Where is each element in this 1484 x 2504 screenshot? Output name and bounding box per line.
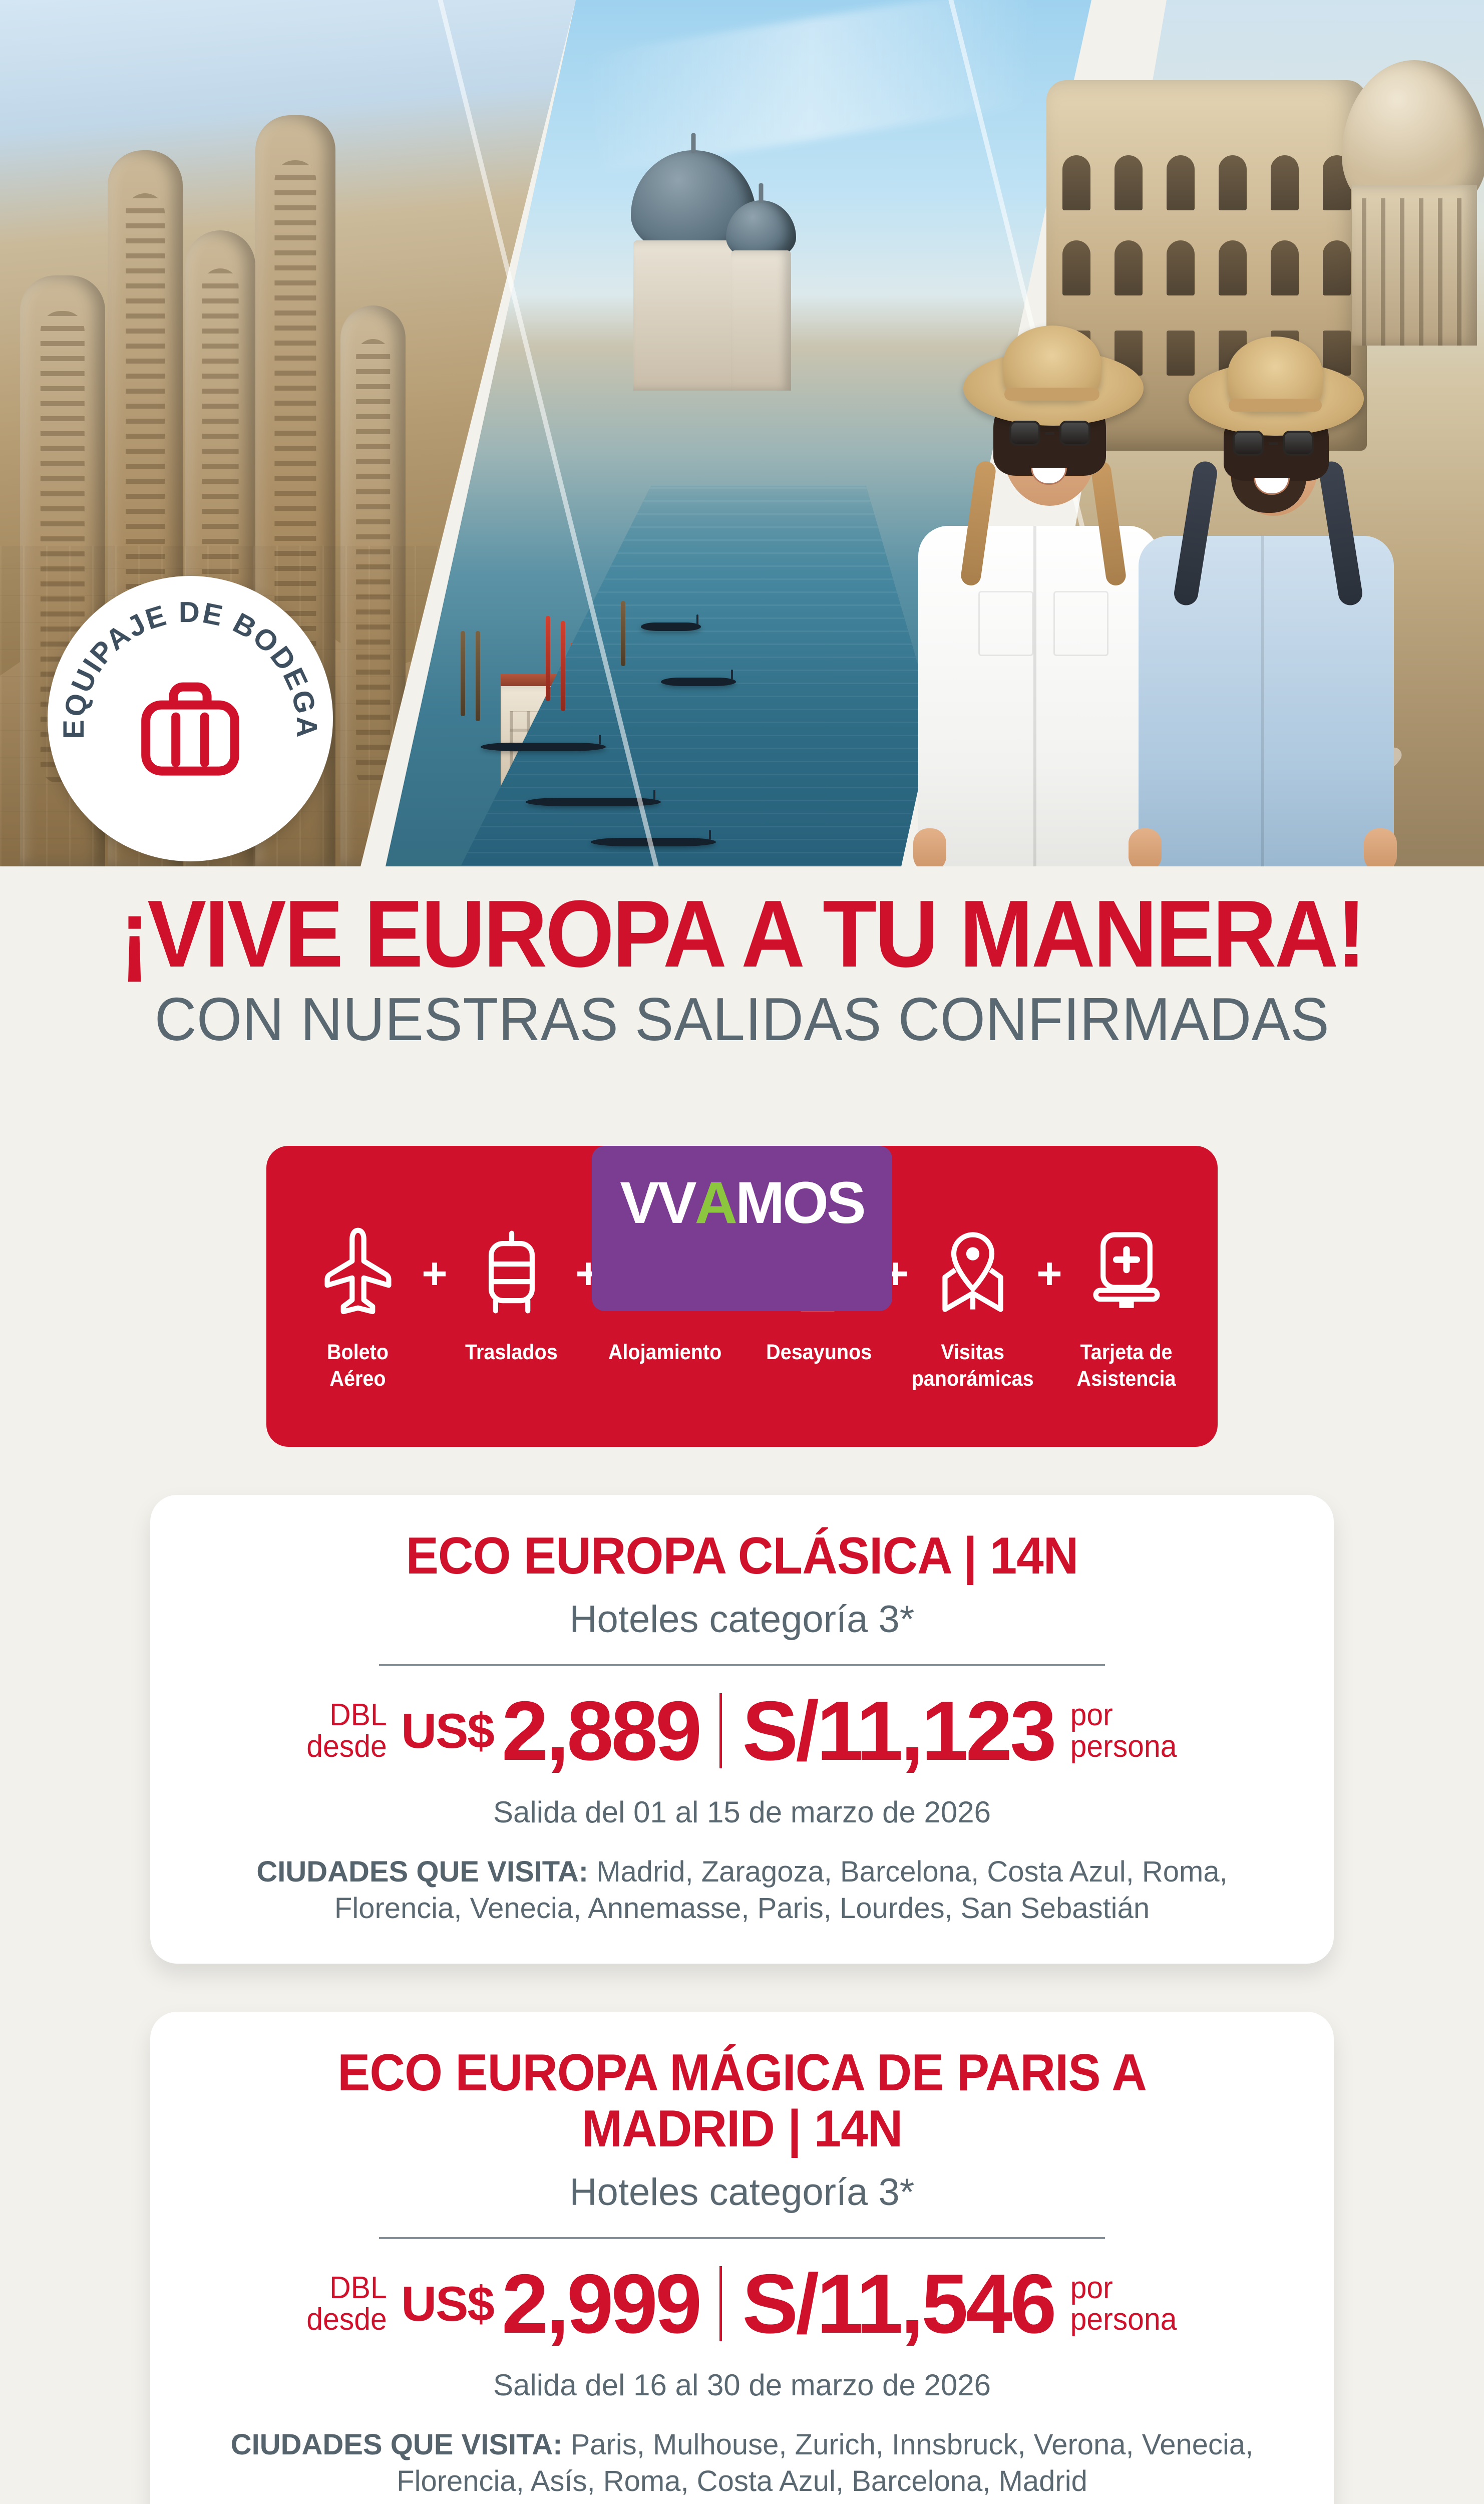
feature-visitas-panoramicas: Visitas panorámicas <box>911 1221 1034 1392</box>
per-label-line2: persona <box>1070 1729 1177 1764</box>
cities-list: Madrid, Zaragoza, Barcelona, Costa Azul,… <box>334 1855 1228 1925</box>
per-label-line1: por <box>1070 1697 1113 1732</box>
wamos-brand-tab: VV A MOS <box>592 1146 892 1312</box>
feature-block-wamos: VV A MOS Boleto Aéreo + Traslados + Aloj… <box>266 1146 1218 1447</box>
cities-label: CIUDADES QUE VISITA: <box>256 1855 589 1888</box>
feature-boleto-aereo: Boleto Aéreo <box>299 1221 417 1392</box>
usd-currency: US$ <box>401 2276 495 2331</box>
package-hotel-category: Hoteles categoría 3* <box>569 2170 915 2214</box>
feature-label: Boleto Aéreo <box>326 1340 389 1391</box>
from-label: desde <box>306 1729 388 1764</box>
hero-banner: EQUIPAJE DE BODEGA <box>0 0 1484 866</box>
occupancy-label: DBL <box>329 2270 388 2305</box>
divider <box>379 2237 1105 2239</box>
suitcase-icon <box>141 682 239 776</box>
badge-arc-svg: EQUIPAJE DE BODEGA <box>58 596 321 739</box>
cities-label: CIUDADES QUE VISITA: <box>230 2428 563 2461</box>
price-row: DBL desde US$ 2,889 S/11,123 por persona <box>205 1683 1279 1778</box>
package-hotel-category: Hoteles categoría 3* <box>569 1598 915 1641</box>
traveler-woman <box>908 285 1169 866</box>
wamos-logo-part-2: A <box>694 1170 737 1236</box>
page-title: ¡VIVE EUROPA A TU MANERA! <box>120 881 1366 987</box>
plus-icon: + <box>422 1248 448 1299</box>
st-peters-basilica <box>1332 60 1484 346</box>
price-separator <box>719 1693 722 1769</box>
cities-list: Paris, Mulhouse, Zurich, Innsbruck, Vero… <box>397 2428 1254 2497</box>
page-subtitle: CON NUESTRAS SALIDAS CONFIRMADAS <box>154 985 1330 1054</box>
usd-currency: US$ <box>401 1703 495 1758</box>
from-label: desde <box>306 2302 388 2337</box>
headline-section: ¡VIVE EUROPA A TU MANERA! CON NUESTRAS S… <box>0 881 1484 1054</box>
usd-price: 2,999 <box>501 2256 702 2351</box>
feature-traslados: Traslados <box>453 1221 570 1365</box>
feature-label: Visitas panorámicas <box>911 1340 1034 1391</box>
wamos-logo-part-3: MOS <box>735 1170 866 1236</box>
per-label-line2: persona <box>1070 2302 1177 2337</box>
pen-price: S/11,546 <box>742 2256 1056 2351</box>
wamos-logo-part-1: VV <box>620 1170 696 1236</box>
departure-dates: Salida del 16 al 30 de marzo de 2026 <box>493 2368 991 2402</box>
traveler-man <box>1129 295 1409 866</box>
assistance-card-icon <box>1089 1221 1164 1326</box>
package-title: ECO EUROPA CLÁSICA | 14N <box>406 1527 1079 1586</box>
bus-icon <box>474 1221 549 1326</box>
occupancy-label: DBL <box>329 1697 388 1732</box>
usd-price: 2,889 <box>501 1683 702 1778</box>
cities-visited: CIUDADES QUE VISITA: Madrid, Zaragoza, B… <box>205 1853 1279 1927</box>
feature-label: Tarjeta de Asistencia <box>1076 1340 1176 1391</box>
cities-visited: CIUDADES QUE VISITA: Paris, Mulhouse, Zu… <box>205 2426 1279 2499</box>
equipaje-de-bodega-badge: EQUIPAJE DE BODEGA <box>48 576 333 861</box>
package-title: ECO EUROPA MÁGICA DE PARIS A MADRID | 14… <box>337 2043 1147 2158</box>
package-card[interactable]: ECO EUROPA MÁGICA DE PARIS A MADRID | 14… <box>150 2011 1334 2504</box>
feature-label: Traslados <box>465 1340 558 1365</box>
airplane-icon <box>320 1221 396 1326</box>
pen-price: S/11,123 <box>742 1683 1056 1778</box>
wamos-logo: VV A MOS <box>620 1170 866 1236</box>
feature-label: Desayunos <box>766 1340 872 1365</box>
price-row: DBL desde US$ 2,999 S/11,546 por persona <box>205 2256 1279 2351</box>
per-label-line1: por <box>1070 2270 1113 2305</box>
map-pin-icon <box>935 1221 1010 1326</box>
plus-icon: + <box>1036 1248 1062 1299</box>
price-separator <box>719 2266 722 2342</box>
package-card[interactable]: ECO EUROPA CLÁSICA | 14N Hoteles categor… <box>150 1495 1334 1964</box>
travelers-photo <box>878 280 1484 866</box>
departure-dates: Salida del 01 al 15 de marzo de 2026 <box>493 1795 991 1829</box>
feature-label: Alojamiento <box>608 1340 722 1365</box>
divider <box>379 1664 1105 1666</box>
feature-tarjeta-asistencia: Tarjeta de Asistencia <box>1067 1221 1185 1392</box>
